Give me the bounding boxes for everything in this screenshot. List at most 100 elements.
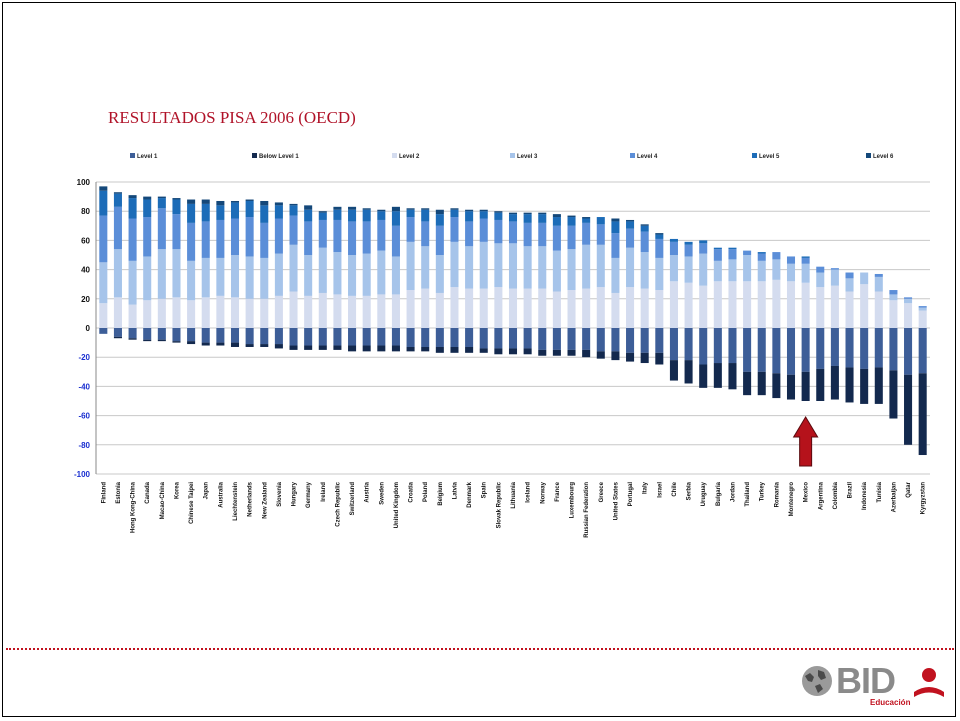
bar-segment [289, 203, 298, 206]
bar-segment [479, 209, 488, 212]
bar-segment [830, 285, 839, 328]
bar-segment [757, 328, 766, 372]
bar-segment [611, 218, 620, 222]
bar-segment [143, 196, 152, 200]
y-tick-label: 60 [81, 236, 90, 245]
bar-segment [786, 263, 796, 282]
bar-segment [640, 224, 649, 226]
bar-segment [128, 198, 137, 219]
bar-segment [772, 279, 781, 328]
bar-segment [918, 373, 927, 456]
x-tick-label: Finland [101, 482, 107, 504]
bar-segment [201, 199, 210, 204]
bar-segment [801, 371, 810, 401]
bar-segment [845, 278, 854, 292]
bar-segment [626, 221, 635, 229]
bar-segment [743, 250, 752, 255]
bar-segment [435, 328, 444, 347]
x-tick-label: Israel [657, 482, 663, 498]
x-tick-label: Canada [145, 481, 151, 503]
x-tick-label: Czech Republic [335, 481, 341, 526]
x-tick-label: Belgium [438, 482, 444, 506]
bar-segment [377, 250, 386, 295]
bar-segment [201, 297, 210, 328]
x-tick-label: Colombia [833, 481, 839, 509]
bar-segment [757, 371, 766, 396]
bar-segment [494, 328, 503, 349]
bar-segment [860, 368, 869, 404]
x-tick-label: Hong Kong-China [131, 481, 137, 533]
bar-segment [289, 291, 298, 328]
bar-segment [99, 303, 108, 328]
bar-segment [113, 193, 122, 207]
x-tick-label: Iceland [526, 482, 532, 503]
bar-segment [611, 233, 620, 258]
bar-segment [289, 244, 298, 292]
bar-segment [830, 328, 839, 366]
bar-segment [596, 287, 605, 328]
bar-segment [348, 328, 357, 346]
bar-segment [611, 351, 620, 361]
bar-segment [611, 292, 620, 328]
bar-segment [684, 256, 693, 283]
x-tick-label: Russian Federation [584, 482, 590, 538]
bar-segment [260, 200, 269, 206]
bar-segment [260, 257, 269, 299]
bar-segment [187, 222, 196, 261]
bar-segment [567, 215, 576, 218]
x-tick-label: Indonesia [862, 481, 868, 510]
bar-segment [128, 218, 137, 261]
x-tick-label: United Kingdom [394, 482, 400, 528]
bar-segment [333, 219, 342, 253]
bar-segment [304, 345, 313, 350]
x-tick-label: Qatar [906, 481, 912, 497]
bar-segment [743, 328, 752, 372]
bar-segment [245, 200, 254, 218]
bar-segment [143, 328, 152, 340]
x-tick-label: Norway [540, 481, 546, 503]
bar-segment [538, 288, 547, 328]
bar-segment [421, 209, 430, 222]
bar-segment [128, 338, 137, 340]
bar-segment [377, 209, 386, 212]
bar-segment [435, 225, 444, 255]
bar-segment [187, 199, 196, 204]
bar-segment [655, 352, 664, 365]
bar-segment [406, 346, 415, 352]
bar-segment [699, 253, 708, 286]
bar-segment [874, 291, 883, 328]
bar-segment [816, 328, 825, 369]
bar-segment [274, 344, 283, 349]
bar-segment [421, 208, 430, 210]
bar-segment [348, 206, 357, 210]
bar-segment [889, 328, 898, 371]
bar-segment [874, 367, 883, 404]
bar-segment [245, 328, 254, 345]
bar-segment [245, 217, 254, 257]
bar-segment [318, 212, 327, 220]
y-tick-label: -60 [78, 412, 90, 421]
bar-segment [845, 272, 854, 279]
bar-segment [216, 328, 225, 343]
bar-segment [274, 253, 283, 296]
x-tick-label: Switzerland [350, 482, 356, 516]
bar-segment [757, 252, 766, 254]
bar-segment [172, 249, 181, 298]
bar-segment [143, 217, 152, 257]
bar-segment [216, 200, 225, 206]
bar-segment [128, 195, 137, 199]
legend-label: Level 4 [637, 154, 658, 160]
bar-segment [450, 287, 459, 328]
y-tick-label: -20 [78, 353, 90, 362]
bar-segment [362, 209, 371, 222]
bar-segment [143, 256, 152, 301]
bar-segment [172, 198, 181, 200]
bar-segment [538, 222, 547, 247]
bar-segment [377, 211, 386, 220]
bar-segment [465, 346, 474, 353]
bar-segment [918, 310, 927, 328]
x-tick-label: Portugal [628, 482, 634, 507]
bar-segment [157, 328, 166, 340]
x-tick-label: Italy [643, 481, 649, 494]
bar-segment [333, 328, 342, 346]
